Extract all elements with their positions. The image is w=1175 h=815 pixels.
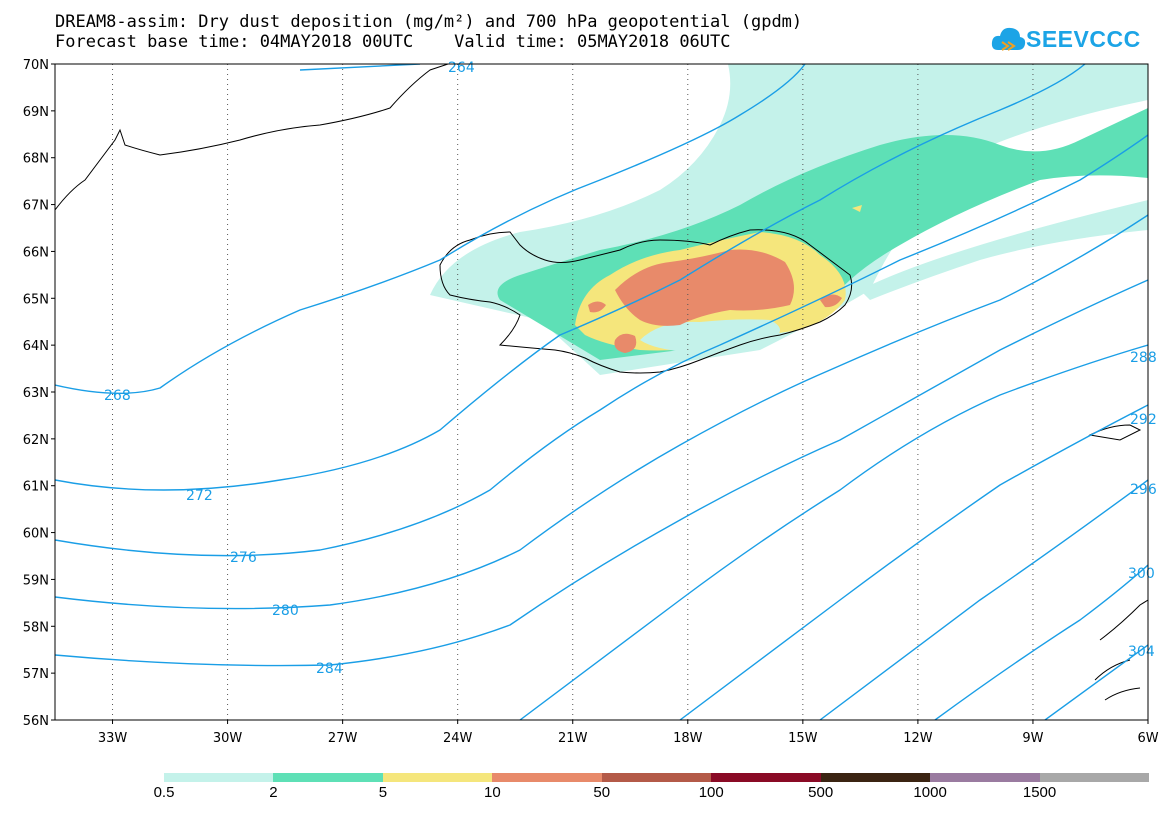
lon-label: 15W: [788, 731, 818, 746]
colorbar-swatch: [492, 773, 602, 782]
lon-label: 24W: [443, 731, 473, 746]
contour-268: [55, 64, 806, 395]
lat-label: 64N: [23, 339, 49, 354]
colorbar-label: 500: [808, 784, 834, 801]
lon-label: 33W: [98, 731, 128, 746]
dust-deposition-fill: [430, 64, 1148, 375]
dust-band-0-5-east: [860, 200, 1148, 300]
contour-264: [299, 64, 421, 71]
colorbar-swatch: [930, 773, 1040, 782]
lon-label: 30W: [213, 731, 243, 746]
contour-300: [934, 564, 1148, 720]
colorbar-label: 5: [378, 784, 388, 801]
seevccc-logo: SEEVCCC: [990, 22, 1140, 58]
colorbar-swatch: [711, 773, 821, 782]
contour-label: 296: [1130, 482, 1157, 498]
lat-label: 67N: [23, 199, 49, 214]
contour-label: 276: [230, 550, 257, 566]
map-title: DREAM8-assim: Dry dust deposition (mg/m²…: [55, 12, 803, 32]
contour-label: 272: [186, 488, 213, 504]
lat-label: 63N: [23, 386, 49, 401]
lat-label: 60N: [23, 527, 49, 542]
contour-label: 264: [448, 60, 475, 76]
cloud-icon: [991, 27, 1026, 51]
longitude-labels: 33W 30W 27W 24W 21W 18W 15W 12W 9W 6W: [98, 720, 1159, 746]
colorbar-swatch: [164, 773, 274, 782]
lat-label: 62N: [23, 433, 49, 448]
contour-label: 288: [1130, 350, 1157, 366]
contour-label: 300: [1128, 566, 1155, 582]
dust-band-10-west: [588, 301, 606, 313]
greenland-coast: [55, 64, 449, 211]
colorbar: [164, 773, 1149, 782]
contour-280: [55, 214, 1148, 610]
lat-label: 70N: [23, 58, 49, 73]
dust-band-10-east: [820, 294, 842, 308]
logo-text: SEEVCCC: [1026, 26, 1141, 52]
colorbar-label: 10: [483, 784, 501, 801]
lon-label: 9W: [1022, 731, 1043, 746]
lat-label: 56N: [23, 714, 49, 729]
contour-label: 268: [104, 388, 131, 404]
colorbar-swatch: [273, 773, 383, 782]
contour-284: [55, 279, 1148, 667]
dust-speck: [852, 205, 862, 212]
colorbar-swatch: [382, 773, 493, 782]
lat-label: 65N: [23, 292, 49, 307]
geopotential-contours: [55, 64, 1148, 720]
contour-276: [55, 134, 1148, 557]
colorbar-swatch: [1039, 773, 1149, 782]
contour-label: 292: [1130, 412, 1157, 428]
contour-304: [1044, 644, 1148, 720]
latitude-labels: 70N 69N 68N 67N 66N 65N 64N 63N 62N 61N 60N 59N 58N 5…: [23, 58, 55, 729]
contour-label: 284: [316, 661, 343, 677]
colorbar-label: 50: [593, 784, 611, 801]
colorbar-label: 100: [698, 784, 724, 801]
lat-label: 61N: [23, 480, 49, 495]
contour-296: [819, 479, 1148, 720]
lat-label: 59N: [23, 573, 49, 588]
lat-label: 66N: [23, 245, 49, 260]
colorbar-swatch: [601, 773, 712, 782]
contour-272: [55, 64, 1086, 491]
colorbar-label: 2: [269, 784, 278, 801]
dust-band-10-south: [614, 333, 637, 353]
lon-label: 6W: [1137, 731, 1158, 746]
lat-label: 69N: [23, 105, 49, 120]
map-subtitle: Forecast base time: 04MAY2018 00UTC Vali…: [55, 32, 731, 52]
lat-label: 58N: [23, 620, 49, 635]
lat-label: 57N: [23, 667, 49, 682]
contour-label: 304: [1128, 644, 1155, 660]
contour-label: 280: [272, 603, 299, 619]
lon-label: 18W: [673, 731, 703, 746]
contour-292: [679, 404, 1148, 720]
colorbar-label: 1500: [1022, 784, 1057, 801]
dust-band-10: [615, 249, 794, 326]
lon-label: 12W: [903, 731, 933, 746]
colorbar-labels: 0.5 2 5 10 50 100 500 1000 1500: [0, 784, 1175, 804]
colorbar-label: 1000: [913, 784, 947, 801]
lon-label: 27W: [328, 731, 358, 746]
colorbar-label: 0.5: [153, 784, 175, 801]
lat-label: 68N: [23, 152, 49, 167]
contour-288: [519, 344, 1148, 720]
iceland-coast: [439, 229, 853, 374]
colorbar-swatch: [820, 773, 931, 782]
lon-label: 21W: [558, 731, 588, 746]
